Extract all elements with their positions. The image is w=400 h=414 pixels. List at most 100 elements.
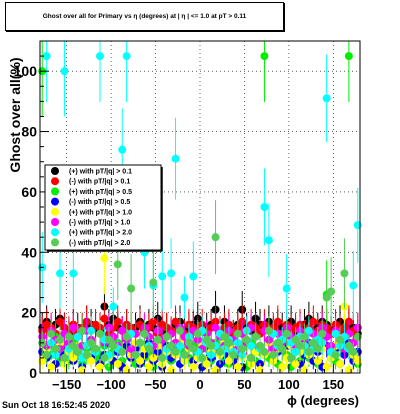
data-point <box>264 326 273 335</box>
data-point <box>122 52 131 61</box>
legend-marker <box>51 238 59 247</box>
data-point <box>69 353 78 362</box>
data-point <box>158 353 167 362</box>
data-point <box>56 269 64 278</box>
data-point <box>304 326 313 335</box>
legend-box <box>44 164 162 251</box>
data-point <box>56 335 64 344</box>
data-point <box>47 329 56 338</box>
title-box: Ghost over all for Primary vs η (degrees… <box>5 2 284 31</box>
data-point <box>113 260 122 269</box>
legend-entry: (-) with pT/|q| > 0.1 <box>69 179 130 186</box>
data-point <box>100 254 109 263</box>
data-point <box>287 353 296 362</box>
data-point <box>82 350 91 359</box>
data-point <box>251 332 260 341</box>
data-point <box>291 359 300 368</box>
data-point <box>278 362 287 371</box>
data-point <box>349 281 358 290</box>
data-point <box>100 314 109 323</box>
data-point <box>313 356 322 365</box>
data-point <box>224 338 233 347</box>
data-point <box>216 347 224 356</box>
x-tick-label: −150 <box>52 377 81 392</box>
data-point <box>184 338 193 347</box>
data-point <box>336 359 344 368</box>
data-point <box>353 221 362 230</box>
legend: (+) with pT/|q| > 0.1 (-) with pT/|q| > 0… <box>44 164 163 252</box>
y-axis-label: Ghost over all(%) <box>7 57 23 172</box>
y-tick-label: 100 <box>14 63 38 79</box>
data-point <box>56 317 64 326</box>
data-point <box>149 317 158 326</box>
data-point <box>113 317 122 326</box>
legend-entry: (+) with pT/|q| > 0.1 <box>69 169 132 176</box>
axes: −150 −100 −50 0 50 100 150 0 20 40 60 80 100 <box>14 40 361 392</box>
y-tick-label: 60 <box>21 184 37 200</box>
data-point <box>327 287 336 296</box>
data-point <box>304 347 313 356</box>
data-point <box>96 329 104 338</box>
y-tick-label: 80 <box>21 124 37 140</box>
data-point <box>180 293 189 302</box>
data-point <box>51 344 60 353</box>
legend-entry: (-) with pT/|q| > 2.0 <box>69 240 130 247</box>
data-point <box>42 350 51 359</box>
data-point <box>242 335 251 344</box>
data-point <box>247 341 256 350</box>
data-point <box>340 269 349 278</box>
data-point <box>140 329 149 338</box>
data-point <box>300 332 309 341</box>
timestamp: Sun Oct 18 16:52:45 2020 <box>2 400 111 410</box>
data-point <box>211 233 220 242</box>
data-point <box>118 326 127 335</box>
data-point <box>353 356 362 365</box>
y-tick-label: 40 <box>21 244 37 260</box>
data-point <box>96 52 104 61</box>
data-point <box>144 362 153 371</box>
legend-entry: (+) with pT/|q| > 2.0 <box>69 230 132 237</box>
data-point <box>313 344 322 353</box>
data-point <box>136 338 144 347</box>
legend-marker <box>51 228 59 237</box>
data-point <box>282 284 291 293</box>
data-point <box>136 356 144 365</box>
data-point <box>73 332 82 341</box>
data-point <box>60 353 69 362</box>
data-point <box>202 335 211 344</box>
data-point <box>296 341 304 350</box>
data-point <box>331 350 340 359</box>
data-point <box>269 350 278 359</box>
data-point <box>344 341 353 350</box>
legend-marker <box>51 177 59 186</box>
data-point <box>291 335 300 344</box>
data-point <box>167 341 176 350</box>
data-point <box>109 341 118 350</box>
data-point <box>47 362 56 371</box>
legend-marker <box>51 197 59 206</box>
chart-title: Ghost over all for Primary vs η (degrees… <box>42 13 247 20</box>
legend-entry: (-) with pT/|q| > 1.0 <box>69 220 130 227</box>
legend-entry: (+) with pT/|q| > 1.0 <box>69 209 132 216</box>
data-point <box>260 203 269 211</box>
legend-entry: (+) with pT/|q| > 0.5 <box>69 189 132 196</box>
data-point <box>171 154 180 163</box>
x-axis-label: ϕ (degrees) <box>287 393 359 408</box>
data-point <box>149 353 158 362</box>
y-tick-label: 0 <box>29 365 37 381</box>
data-point <box>238 344 247 353</box>
data-point <box>127 344 136 353</box>
data-point <box>176 341 184 350</box>
data-point <box>149 278 158 287</box>
data-point <box>180 350 189 359</box>
data-point <box>162 332 171 341</box>
legend-marker <box>51 187 59 196</box>
data-point <box>247 353 256 362</box>
data-point <box>278 344 287 353</box>
data-point <box>331 329 340 338</box>
x-tick-label: 0 <box>196 377 203 392</box>
data-point <box>91 344 100 353</box>
data-point <box>127 284 136 293</box>
data-point <box>260 347 269 356</box>
x-tick-label: 150 <box>322 377 344 392</box>
